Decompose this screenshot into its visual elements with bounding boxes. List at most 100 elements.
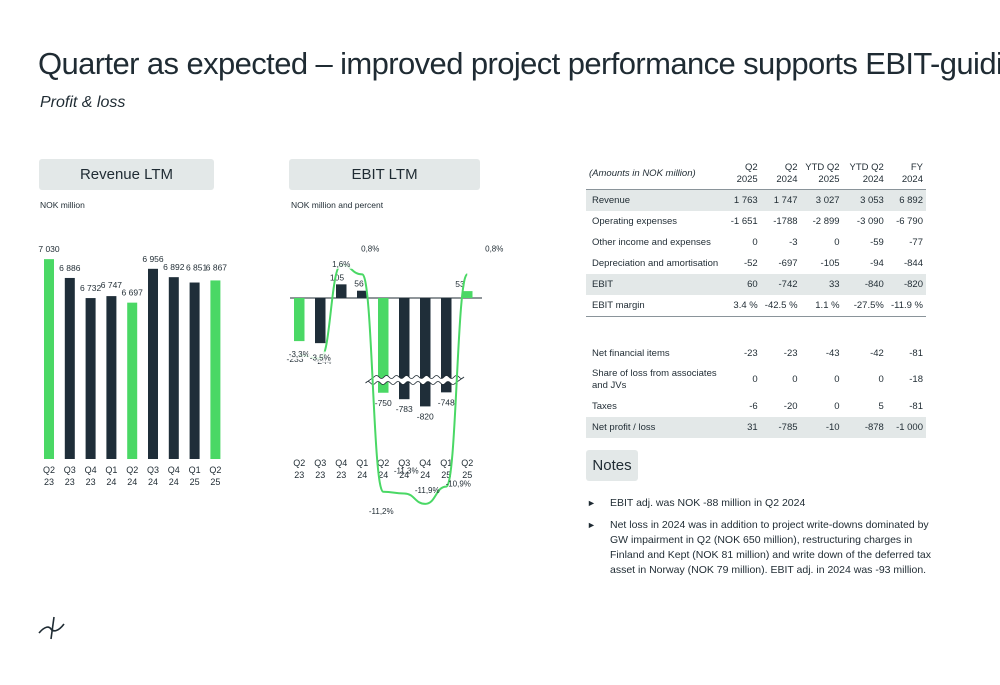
note-item: ► Net loss in 2024 was in addition to pro… [586, 518, 931, 578]
row-label: Other income and expenses [592, 237, 711, 248]
margin-data-label: 1,6% [332, 260, 350, 269]
table-cell: 0 [752, 237, 758, 248]
table-row: Operating expenses -1 651 -1788 -2 899 -3 09… [586, 211, 926, 232]
table-cell: 0 [792, 374, 798, 385]
bullet-arrow-icon: ► [587, 520, 596, 530]
table-col-header: Q2 2024 [760, 159, 801, 190]
page-title: Quarter as expected – improved project p… [38, 46, 1000, 81]
revenue-data-label: 6 732 [80, 283, 102, 293]
table-cell: -81 [909, 401, 923, 412]
table-cell: -42.5 % [760, 295, 801, 317]
table-cell: 60 [725, 274, 761, 295]
table-cell: 0 [878, 374, 884, 385]
row-label: Net profit / loss [586, 417, 725, 438]
row-label: EBIT margin [586, 295, 725, 317]
ebit-unit-label: NOK million and percent [291, 200, 384, 210]
table-cell: -3 090 [856, 216, 884, 227]
ebit-bar [357, 290, 368, 298]
revenue-bar [168, 277, 179, 459]
table-cell: -23 [743, 348, 758, 359]
row-label: EBIT [586, 274, 725, 295]
table-cell: 3.4 % [725, 295, 761, 317]
table-cell: -844 [903, 258, 923, 269]
x-tick-label: Q4 [168, 465, 180, 475]
table-cell: -81 [909, 348, 923, 359]
table-cell: -785 [760, 417, 801, 438]
table-cell: -77 [909, 237, 923, 248]
x-tick-label: Q3 [64, 465, 76, 475]
table-cell: -878 [842, 417, 887, 438]
table-row: Taxes -6 -20 0 5 -81 [586, 396, 926, 417]
table-cell: -697 [778, 258, 798, 269]
ebit-bar [462, 291, 473, 298]
revenue-data-label: 6 747 [101, 280, 123, 290]
x-tick-label: Q2 [43, 465, 55, 475]
company-logo-icon [38, 616, 65, 640]
x-tick-label: 24 [148, 477, 158, 487]
ebit-data-label: -783 [396, 404, 413, 414]
x-tick-label: 23 [294, 470, 304, 480]
revenue-data-label: 6 956 [142, 254, 164, 264]
ebit-data-label: 53 [455, 279, 465, 289]
margin-data-label: -3,3% [289, 350, 310, 359]
x-tick-label: 24 [420, 470, 430, 480]
margin-data-label: -10,9% [446, 480, 471, 489]
x-tick-label: 23 [315, 470, 325, 480]
table-cell: -742 [760, 274, 801, 295]
x-tick-label: Q1 [189, 465, 201, 475]
table-cell: -6 790 [896, 216, 923, 227]
table-cell: -10 [800, 417, 843, 438]
table-cell: -42 [870, 348, 884, 359]
revenue-data-label: 6 867 [206, 262, 228, 272]
table-cell: 0 [752, 374, 758, 385]
row-label: Taxes [592, 401, 617, 412]
table-cell: -840 [842, 274, 887, 295]
table-header-label: (Amounts in NOK million) [586, 159, 725, 190]
revenue-bar [44, 259, 54, 459]
table-cell: -27.5% [842, 295, 887, 317]
page-subtitle: Profit & loss [40, 94, 126, 111]
table-row: Net financial items -23 -23 -43 -42 -81 [586, 343, 926, 364]
ebit-data-label: -233 [286, 354, 303, 364]
revenue-chart: 7 030 Q2 23 6 886 Q3 23 6 732 Q4 23 6 747 Q1 24 6 69… [38, 244, 228, 487]
table-cell: -20 [783, 401, 798, 412]
ebit-margin-line [299, 263, 469, 505]
x-tick-label: 24 [378, 470, 388, 480]
revenue-bar [85, 298, 96, 459]
ebit-data-label: 56 [354, 279, 364, 289]
x-tick-label: 23 [65, 477, 75, 487]
note-text: EBIT adj. was NOK -88 million in Q2 2024 [610, 497, 806, 509]
table-spacer-row [586, 317, 926, 344]
margin-label-box [308, 351, 333, 363]
revenue-data-label: 7 030 [38, 244, 60, 254]
ebit-bar [378, 298, 389, 393]
x-tick-label: Q2 [293, 458, 305, 468]
table-cell: -820 [886, 274, 926, 295]
table-row: Net profit / loss 31 -785 -10 -878 -1 000 [586, 417, 926, 438]
margin-label-box [329, 257, 354, 269]
table-cell: -3 [789, 237, 798, 248]
x-tick-label: 25 [190, 477, 200, 487]
ebit-bar [336, 284, 347, 298]
margin-data-label: -11,3% [394, 466, 419, 475]
table-cell: 0 [834, 237, 840, 248]
table-cell: 3 027 [800, 189, 843, 211]
revenue-bar [210, 280, 221, 459]
revenue-data-label: 6 886 [59, 263, 81, 273]
x-tick-label: 24 [127, 477, 137, 487]
ebit-bar [294, 298, 305, 342]
x-tick-label: Q2 [209, 465, 221, 475]
note-text: Net loss in 2024 was in addition to proj… [610, 519, 932, 576]
table-header-row: (Amounts in NOK million) Q2 2025 Q2 2024… [586, 159, 926, 190]
table-cell: -1 000 [886, 417, 926, 438]
x-tick-label: 25 [462, 470, 472, 480]
x-tick-label: Q4 [335, 458, 347, 468]
x-tick-label: 23 [44, 477, 54, 487]
table-cell: 0 [834, 374, 840, 385]
table-cell: 31 [725, 417, 761, 438]
table-cell: 6 892 [886, 189, 926, 211]
x-tick-label: Q3 [147, 465, 159, 475]
x-tick-label: Q4 [85, 465, 97, 475]
table-cell: -2 899 [812, 216, 840, 227]
table-cell: -52 [743, 258, 758, 269]
